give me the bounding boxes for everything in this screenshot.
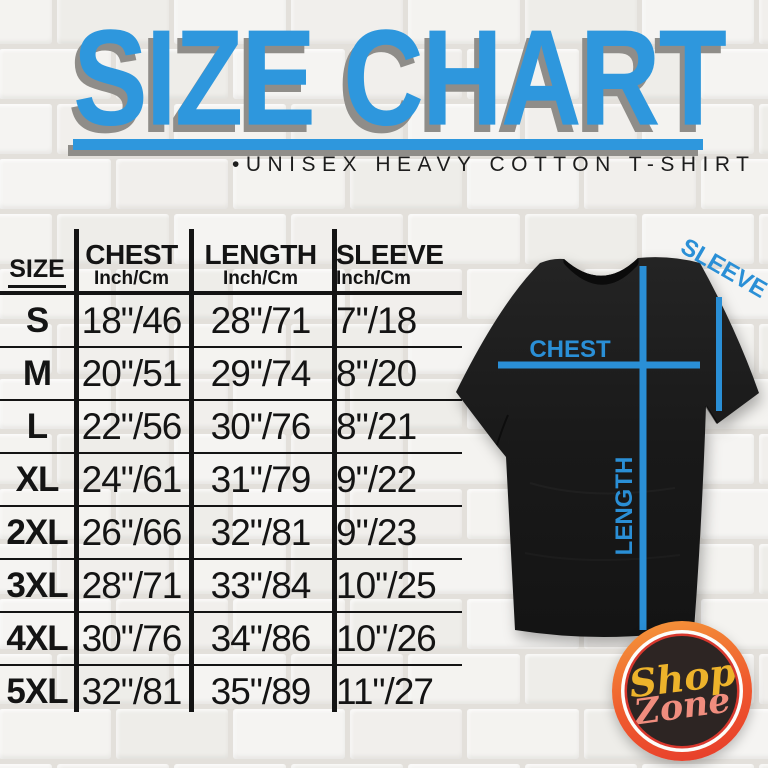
chest-label: CHEST [529, 336, 611, 363]
table-row: 2XL 26"/66 32"/81 9"/23 [0, 507, 462, 560]
tshirt-body [456, 257, 759, 637]
table-row: L 22"/56 30"/76 8"/21 [0, 401, 462, 454]
table-column-divider [189, 229, 194, 712]
sleeve-seam-right [705, 405, 718, 424]
logo-white-ring: Shop Zone [621, 630, 743, 752]
table-row: 5XL 32"/81 35"/89 11"/27 [6, 670, 434, 712]
subtitle: •UNISEX HEAVY COTTON T-SHIRT [232, 153, 756, 176]
table-row: 3XL 28"/71 33"/84 10"/25 [0, 560, 462, 613]
header-length: LENGTH Inch/Cm [204, 239, 317, 290]
header-size: SIZE [0, 255, 74, 291]
size-table-header-row: SIZE CHEST Inch/Cm LENGTH Inch/Cm SLEEVE… [0, 229, 462, 295]
sleeve-seam-left [496, 414, 509, 446]
wrinkle [529, 482, 676, 495]
collar [563, 258, 639, 285]
table-column-divider [332, 229, 337, 712]
table-row: M 20"/51 29"/74 8"/20 [0, 348, 462, 401]
header-sleeve: SLEEVE Inch/Cm [336, 239, 444, 290]
table-row: 4XL 30"/76 34"/86 10"/26 [0, 613, 462, 666]
shop-zone-logo: Shop Zone [612, 621, 752, 761]
table-column-divider [74, 229, 79, 712]
length-label: LENGTH [611, 457, 638, 556]
table-row: XL 24"/61 31"/79 9"/22 [0, 454, 462, 507]
wrinkle [524, 552, 681, 562]
logo-inner-circle: Shop Zone [627, 636, 737, 746]
header-chest: CHEST Inch/Cm [85, 239, 178, 290]
page-title: SIZE CHART [73, 1, 727, 154]
logo-word-zone: Zone [631, 679, 733, 734]
title-underline-bar [73, 139, 703, 150]
size-table: SIZE CHEST Inch/Cm LENGTH Inch/Cm SLEEVE… [0, 229, 462, 717]
tshirt-measurement-diagram: CHEST LENGTH SLEEVE [456, 233, 768, 637]
table-row: S 18"/46 28"/71 7"/18 [0, 295, 462, 348]
